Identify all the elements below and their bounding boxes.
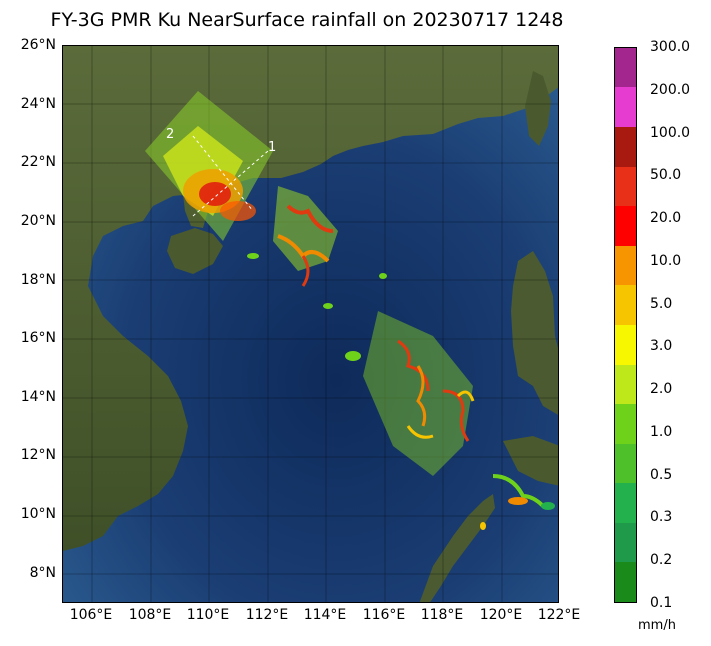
colorbar-label: 300.0 xyxy=(650,39,691,55)
colorbar-label: 1.0 xyxy=(650,423,673,440)
colorbar-segment xyxy=(615,166,636,207)
lon-tick-112: 112°E xyxy=(245,607,289,623)
colorbar-segment xyxy=(615,87,636,128)
swath-label-2: 2 xyxy=(166,127,174,142)
lat-tick-14: 14°N xyxy=(20,389,56,405)
rainfall-swath-south xyxy=(323,273,475,476)
colorbar-segment xyxy=(615,483,636,523)
lon-tick-116: 116°E xyxy=(362,607,406,623)
colorbar-label: 50.0 xyxy=(650,167,682,184)
colorbar-segment xyxy=(615,127,636,167)
lat-tick-18: 18°N xyxy=(20,272,56,288)
colorbar-label: 2.0 xyxy=(650,381,673,398)
land-luzon xyxy=(511,251,558,415)
lat-tick-20: 20°N xyxy=(20,213,56,229)
rainfall-swath-central xyxy=(247,186,338,287)
lat-tick-10: 10°N xyxy=(20,506,56,522)
land-taiwan xyxy=(525,71,551,146)
colorbar-segment xyxy=(615,562,636,602)
colorbar-segment xyxy=(615,285,636,325)
colorbar-segment xyxy=(615,245,636,286)
lat-tick-26: 26°N xyxy=(20,37,56,53)
colorbar-label: 3.0 xyxy=(650,338,673,355)
rainfall-swath-east xyxy=(480,474,555,530)
colorbar-label: 0.1 xyxy=(650,595,673,611)
land-visayas xyxy=(503,436,558,486)
colorbar-unit: mm/h xyxy=(638,618,676,633)
lat-tick-24: 24°N xyxy=(20,96,56,112)
lat-tick-22: 22°N xyxy=(20,154,56,170)
swath-label-1: 1 xyxy=(268,140,276,155)
colorbar-segment xyxy=(615,206,636,246)
map-title: FY-3G PMR Ku NearSurface rainfall on 202… xyxy=(50,9,564,31)
map-plot-area[interactable]: 1 2 xyxy=(62,45,559,603)
lat-tick-8: 8°N xyxy=(29,565,56,581)
map-canvas: 1 2 xyxy=(63,46,558,602)
colorbar-segment xyxy=(615,404,636,444)
land-palawan xyxy=(419,494,495,602)
lon-tick-110: 110°E xyxy=(186,607,230,623)
colorbar-label: 0.2 xyxy=(650,552,673,569)
colorbar-segment xyxy=(615,324,636,365)
colorbar-label: 0.5 xyxy=(650,466,673,483)
lon-tick-106: 106°E xyxy=(69,607,113,623)
graticule xyxy=(63,46,558,602)
colorbar-label: 200.0 xyxy=(650,81,691,98)
colorbar-segment xyxy=(615,443,636,484)
lat-tick-16: 16°N xyxy=(20,330,56,346)
colorbar-label: 5.0 xyxy=(650,295,673,312)
colorbar-segment xyxy=(615,364,636,405)
lon-tick-118: 118°E xyxy=(420,607,464,623)
colorbar xyxy=(614,47,637,603)
rainfall-swath-north xyxy=(145,91,273,241)
lon-tick-120: 120°E xyxy=(479,607,523,623)
colorbar-label: 0.3 xyxy=(650,509,673,526)
colorbar-segment xyxy=(615,47,636,88)
colorbar-label: 100.0 xyxy=(650,124,691,141)
lon-tick-108: 108°E xyxy=(128,607,172,623)
lon-tick-122: 122°E xyxy=(537,607,581,623)
colorbar-label: 10.0 xyxy=(650,252,682,269)
colorbar-label: 20.0 xyxy=(650,210,682,227)
lon-tick-114: 114°E xyxy=(303,607,347,623)
colorbar-segment xyxy=(615,522,636,563)
lat-tick-12: 12°N xyxy=(20,447,56,463)
land-hainan xyxy=(167,228,223,274)
